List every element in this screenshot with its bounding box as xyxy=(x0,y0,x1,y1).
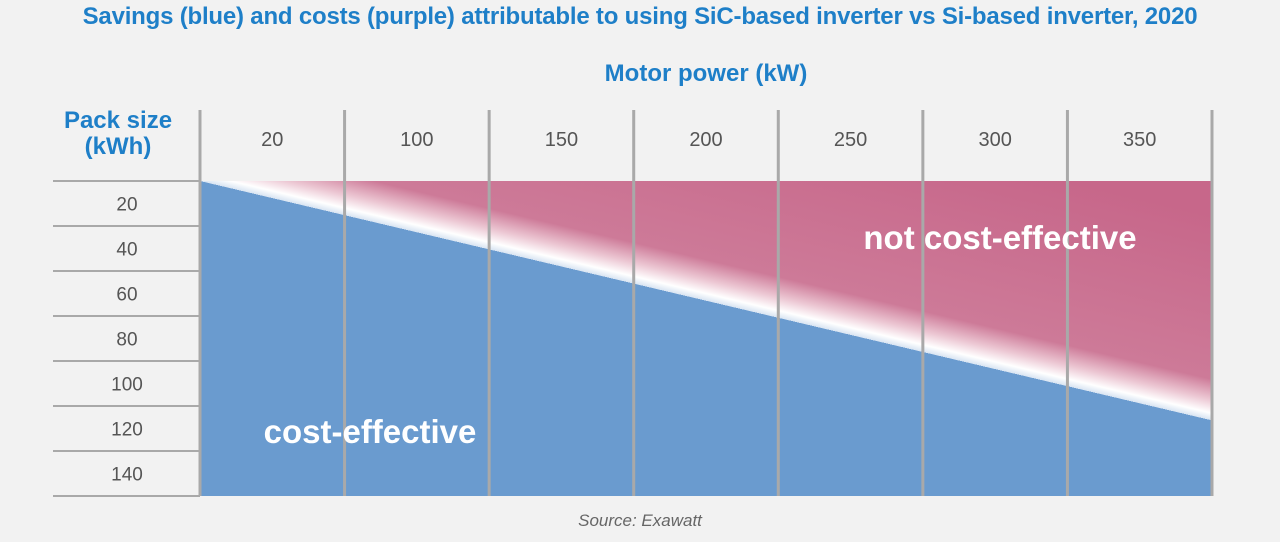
x-tick-label: 300 xyxy=(978,129,1011,151)
x-tick-label: 100 xyxy=(400,129,433,151)
y-axis-label: Pack size (kWh) xyxy=(63,107,173,160)
region-label: not cost-effective xyxy=(863,219,1136,256)
region-label: cost-effective xyxy=(264,413,477,450)
x-tick-label: 150 xyxy=(545,129,578,151)
x-tick-label: 350 xyxy=(1123,129,1156,151)
y-tick-label: 20 xyxy=(116,195,137,216)
y-tick-label: 120 xyxy=(111,420,143,441)
x-tick-label: 20 xyxy=(261,129,283,151)
x-tick-label: 250 xyxy=(834,129,867,151)
y-tick-label: 40 xyxy=(116,240,137,261)
x-tick-label: 200 xyxy=(689,129,722,151)
y-tick-label: 140 xyxy=(111,465,143,486)
y-tick-label: 100 xyxy=(111,375,143,396)
x-axis-label: Motor power (kW) xyxy=(604,60,808,87)
y-tick-label: 80 xyxy=(116,330,137,351)
y-tick-label: 60 xyxy=(116,285,137,306)
heatmap-fill xyxy=(200,181,1212,496)
source-note: Source: Exawatt xyxy=(578,511,702,530)
chart-title: Savings (blue) and costs (purple) attrib… xyxy=(82,3,1198,30)
